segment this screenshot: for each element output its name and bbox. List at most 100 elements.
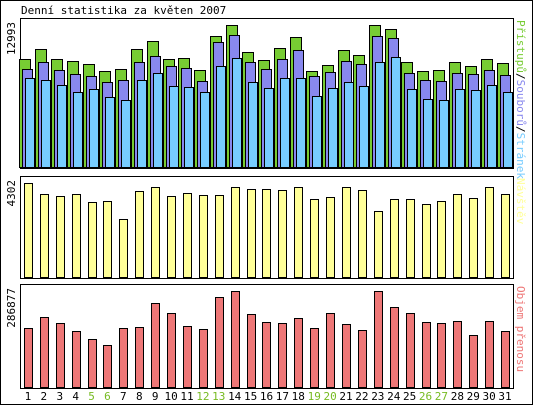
bar-pages-day-14 [232, 58, 242, 168]
bar-pages-day-17 [280, 78, 290, 168]
bar-visits-day-10 [167, 196, 176, 278]
legend-hits: Přístupů [514, 20, 527, 73]
bar-volume-day-12 [199, 329, 208, 388]
bar-visits-day-20 [326, 197, 335, 278]
bar-visits-day-31 [501, 194, 510, 278]
x-tick-label-day-14: 14 [228, 390, 242, 403]
bar-volume-day-17 [278, 323, 287, 388]
bar-visits-day-16 [262, 189, 271, 278]
bar-visits-day-4 [72, 194, 81, 278]
bar-visits-day-8 [135, 191, 144, 278]
bar-volume-day-28 [453, 321, 462, 388]
y-max-label: 4302 [5, 180, 18, 207]
bar-visits-day-30 [485, 187, 494, 278]
bar-pages-day-24 [391, 57, 401, 168]
side-label: Objem přenosu [514, 286, 527, 372]
bar-pages-day-25 [407, 89, 417, 168]
x-tick-label-day-21: 21 [339, 390, 352, 403]
x-tick-label-day-29: 29 [467, 390, 480, 403]
x-tick-label-day-6: 6 [104, 390, 111, 403]
bar-visits-day-22 [358, 190, 367, 278]
bar-pages-day-27 [439, 100, 449, 168]
legend-separator: / [514, 73, 527, 80]
bar-visits-day-15 [247, 189, 256, 278]
y-max-label: 12993 [5, 22, 18, 55]
bar-volume-day-19 [310, 328, 319, 388]
bar-pages-day-26 [423, 99, 433, 168]
bar-visits-day-21 [342, 187, 351, 278]
bar-visits-day-29 [469, 198, 478, 278]
bar-volume-day-29 [469, 335, 478, 388]
x-tick-label-day-24: 24 [387, 390, 401, 403]
bar-volume-day-6 [103, 345, 112, 388]
x-tick-label-day-7: 7 [120, 390, 127, 403]
bar-pages-day-18 [296, 78, 306, 168]
bar-pages-day-28 [455, 89, 465, 168]
bar-pages-day-6 [105, 97, 115, 168]
x-tick-label-day-17: 17 [276, 390, 289, 403]
bar-visits-day-25 [406, 199, 415, 278]
bar-pages-day-29 [471, 90, 481, 168]
bar-volume-day-30 [485, 321, 494, 388]
bar-pages-day-11 [184, 87, 194, 168]
x-tick-label-day-26: 26 [419, 390, 432, 403]
bar-volume-day-21 [342, 324, 351, 388]
bar-visits-day-24 [390, 199, 399, 278]
bar-visits-day-1 [24, 183, 33, 278]
bar-pages-day-20 [328, 88, 338, 168]
bar-volume-day-26 [422, 322, 431, 388]
bar-pages-day-16 [264, 88, 274, 168]
bar-volume-day-9 [151, 303, 160, 388]
bar-volume-day-7 [119, 328, 128, 388]
x-tick-label-day-31: 31 [498, 390, 511, 403]
x-tick-label-day-11: 11 [180, 390, 193, 403]
bar-pages-day-15 [248, 82, 258, 168]
bar-volume-day-31 [501, 331, 510, 388]
bar-volume-day-3 [56, 323, 65, 388]
bar-volume-day-10 [167, 313, 176, 388]
bar-pages-day-10 [169, 86, 179, 168]
bar-volume-day-24 [390, 307, 399, 388]
bar-volume-day-1 [24, 328, 33, 388]
x-tick-label-day-4: 4 [72, 390, 79, 403]
bar-visits-day-12 [199, 195, 208, 278]
bar-pages-day-9 [153, 73, 163, 168]
bar-volume-day-11 [183, 326, 192, 388]
bar-pages-day-30 [487, 85, 497, 168]
x-tick-label-day-5: 5 [88, 390, 95, 403]
x-tick-label-day-16: 16 [260, 390, 273, 403]
bar-visits-day-9 [151, 187, 160, 278]
x-tick-label-day-22: 22 [355, 390, 368, 403]
x-tick-label-day-9: 9 [152, 390, 159, 403]
bar-volume-day-27 [437, 323, 446, 388]
x-tick-label-day-13: 13 [212, 390, 225, 403]
x-tick-label-day-25: 25 [403, 390, 416, 403]
bar-visits-day-26 [422, 204, 431, 278]
bar-volume-day-8 [135, 327, 144, 388]
x-tick-label-day-1: 1 [25, 390, 32, 403]
bar-volume-day-23 [374, 291, 383, 388]
x-tick-label-day-28: 28 [451, 390, 464, 403]
y-max-label: 286877 [5, 288, 18, 328]
bar-visits-day-14 [231, 187, 240, 278]
bar-pages-day-31 [503, 92, 513, 168]
bar-pages-day-2 [41, 80, 51, 168]
x-axis: 1 2 3 4 5 6 7 8 9 10 11 12 13 14 15 16 17 18 19 20 21 22 23 24 2… [25, 390, 512, 403]
side-label: Přístupů/Souborů/Stránek [514, 20, 527, 179]
panel-middle: 4302 Návštěv [5, 176, 527, 279]
bar-volume-day-18 [294, 318, 303, 388]
chart-title: Denní statistika za květen 2007 [21, 4, 226, 17]
bar-visits-day-3 [56, 196, 65, 278]
x-tick-label-day-18: 18 [292, 390, 305, 403]
x-tick-label-day-19: 19 [308, 390, 321, 403]
bar-pages-day-13 [216, 66, 226, 168]
bar-pages-day-8 [137, 80, 147, 168]
bar-pages-day-7 [121, 100, 131, 168]
bar-pages-day-5 [89, 89, 99, 168]
bar-volume-day-25 [406, 313, 415, 388]
bar-visits-day-2 [40, 194, 49, 278]
panel-top: 12993 Přístupů/Souborů/Stránek [5, 18, 527, 179]
bar-pages-day-19 [312, 96, 322, 168]
